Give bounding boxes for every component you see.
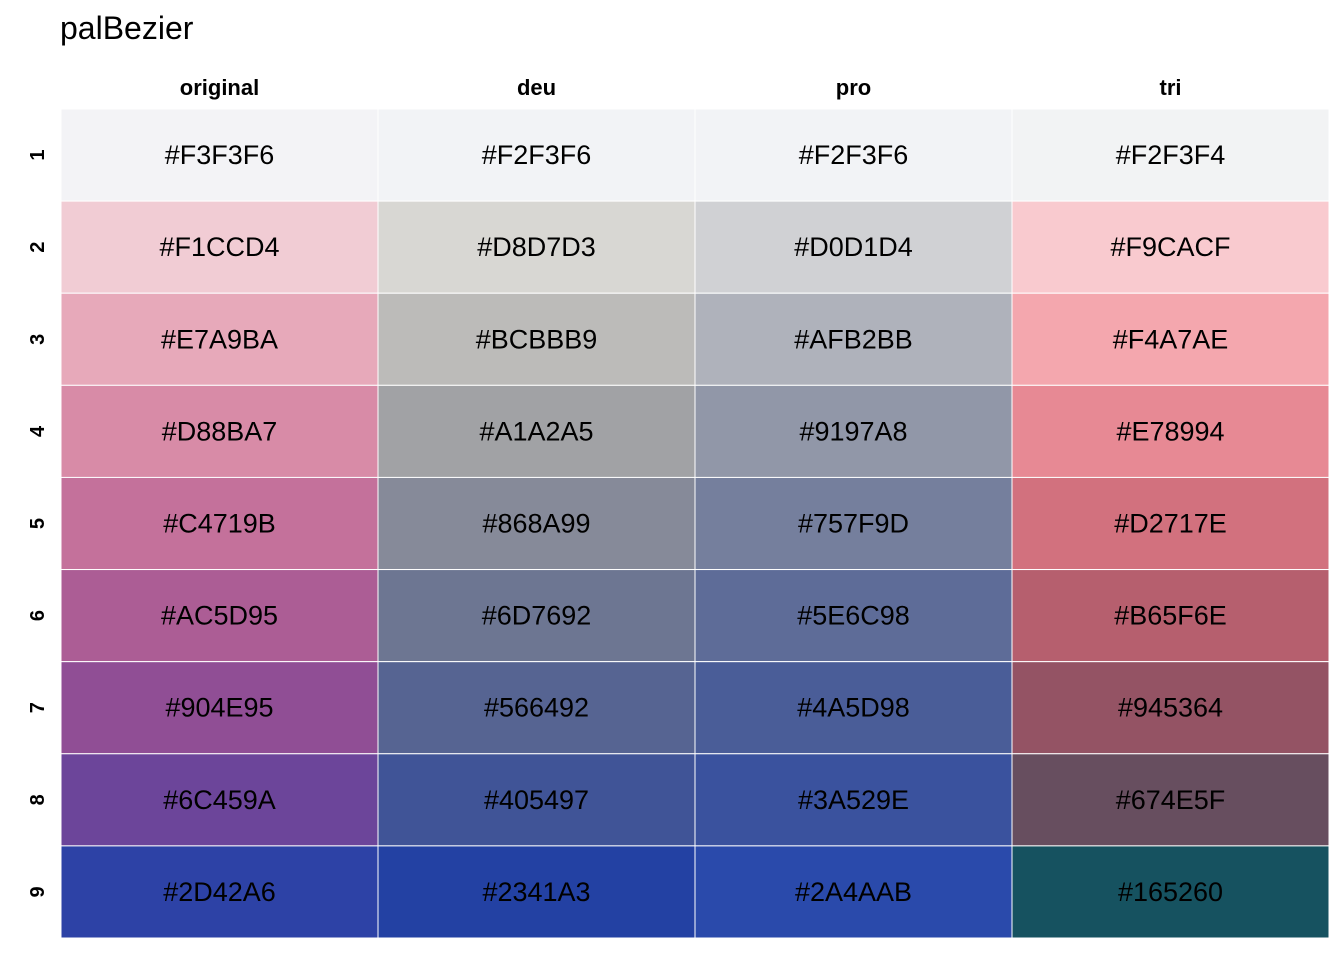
color-hex-label: #6C459A xyxy=(163,785,276,815)
color-hex-label: #A1A2A5 xyxy=(479,416,593,446)
color-cell-pro-5 xyxy=(694,476,1013,571)
color-hex-label: #B65F6E xyxy=(1114,601,1227,631)
color-cell-deu-6 xyxy=(377,569,696,663)
color-hex-label: #D0D1D4 xyxy=(794,232,913,262)
color-cell-deu-8 xyxy=(377,753,696,847)
row-label-7: 7 xyxy=(27,702,49,713)
color-cell-tri-1 xyxy=(1011,108,1330,202)
color-hex-label: #E78994 xyxy=(1116,416,1224,446)
color-hex-label: #868A99 xyxy=(482,509,590,539)
color-cell-original-8 xyxy=(60,753,379,847)
color-hex-label: #C4719B xyxy=(163,509,276,539)
color-hex-label: #566492 xyxy=(484,693,589,723)
color-hex-label: #2D42A6 xyxy=(163,877,276,907)
row-label-9: 9 xyxy=(27,886,49,897)
color-hex-label: #D8D7D3 xyxy=(477,232,596,262)
row-label-3: 3 xyxy=(27,334,49,345)
color-cell-pro-6 xyxy=(694,569,1013,663)
color-hex-label: #E7A9BA xyxy=(161,324,278,354)
color-cell-original-1 xyxy=(60,108,379,202)
color-cell-tri-5 xyxy=(1011,476,1330,571)
color-cell-deu-1 xyxy=(377,108,696,202)
color-hex-label: #6D7692 xyxy=(482,601,592,631)
color-hex-label: #674E5F xyxy=(1116,785,1226,815)
color-cell-tri-7 xyxy=(1011,661,1330,755)
row-label-1: 1 xyxy=(27,149,49,160)
color-hex-label: #F3F3F6 xyxy=(165,140,275,170)
color-cell-tri-8 xyxy=(1011,753,1330,847)
column-label-original: original xyxy=(180,75,259,100)
row-label-4: 4 xyxy=(27,425,49,437)
color-hex-label: #BCBBB9 xyxy=(476,324,598,354)
color-hex-label: #F2F3F6 xyxy=(482,140,592,170)
color-hex-label: #904E95 xyxy=(165,693,273,723)
row-label-8: 8 xyxy=(27,794,49,805)
column-labels: original deu pro tri xyxy=(180,75,1182,100)
color-cell-original-3 xyxy=(60,292,379,386)
color-cell-pro-2 xyxy=(694,200,1013,294)
chart-title: palBezier xyxy=(60,10,194,46)
color-hex-label: #945364 xyxy=(1118,693,1223,723)
color-hex-label: #AFB2BB xyxy=(794,324,913,354)
color-cell-tri-9 xyxy=(1011,845,1330,939)
color-hex-label: #5E6C98 xyxy=(797,601,910,631)
color-hex-label: #757F9D xyxy=(798,509,909,539)
color-cell-pro-1 xyxy=(694,108,1013,202)
column-label-tri: tri xyxy=(1160,75,1182,100)
color-cell-pro-8 xyxy=(694,753,1013,847)
color-cell-deu-9 xyxy=(377,845,696,939)
color-cell-deu-3 xyxy=(377,292,696,386)
color-cell-deu-7 xyxy=(377,661,696,755)
color-hex-label: #F1CCD4 xyxy=(159,232,279,262)
color-hex-label: #9197A8 xyxy=(799,416,907,446)
color-cell-original-9 xyxy=(60,845,379,939)
column-label-deu: deu xyxy=(517,75,556,100)
color-cell-original-5 xyxy=(60,476,379,571)
color-cell-tri-4 xyxy=(1011,384,1330,478)
color-cell-original-4 xyxy=(60,384,379,478)
color-hex-label: #3A529E xyxy=(798,785,909,815)
color-cell-tri-6 xyxy=(1011,569,1330,663)
color-hex-label: #405497 xyxy=(484,785,589,815)
row-label-5: 5 xyxy=(27,518,49,529)
color-cell-pro-9 xyxy=(694,845,1013,939)
row-label-2: 2 xyxy=(27,242,49,253)
color-hex-label: #2341A3 xyxy=(482,877,590,907)
color-hex-label: #2A4AAB xyxy=(795,877,912,907)
color-hex-label: #165260 xyxy=(1118,877,1223,907)
color-hex-label: #F4A7AE xyxy=(1113,324,1229,354)
color-cell-deu-4 xyxy=(377,384,696,478)
color-hex-label: #AC5D95 xyxy=(161,601,278,631)
color-hex-label: #F2F3F4 xyxy=(1116,140,1226,170)
color-hex-label: #F2F3F6 xyxy=(799,140,909,170)
color-hex-label: #D88BA7 xyxy=(162,416,278,446)
column-label-pro: pro xyxy=(836,75,871,100)
color-cell-deu-5 xyxy=(377,476,696,571)
color-cell-pro-4 xyxy=(694,384,1013,478)
color-cell-tri-2 xyxy=(1011,200,1330,294)
color-cell-original-7 xyxy=(60,661,379,755)
color-cells: #F3F3F6 #F2F3F6 #F2F3F6 #F2F3F4 #F1CCD4 #D8D7… xyxy=(60,108,1330,939)
color-hex-label: #F9CACF xyxy=(1110,232,1230,262)
color-hex-label: #4A5D98 xyxy=(797,693,910,723)
color-cell-tri-3 xyxy=(1011,292,1330,386)
row-labels: 1 2 3 4 5 6 7 8 9 xyxy=(27,149,49,897)
color-hex-label: #D2717E xyxy=(1114,509,1227,539)
color-cell-original-6 xyxy=(60,569,379,663)
row-label-6: 6 xyxy=(27,610,49,621)
